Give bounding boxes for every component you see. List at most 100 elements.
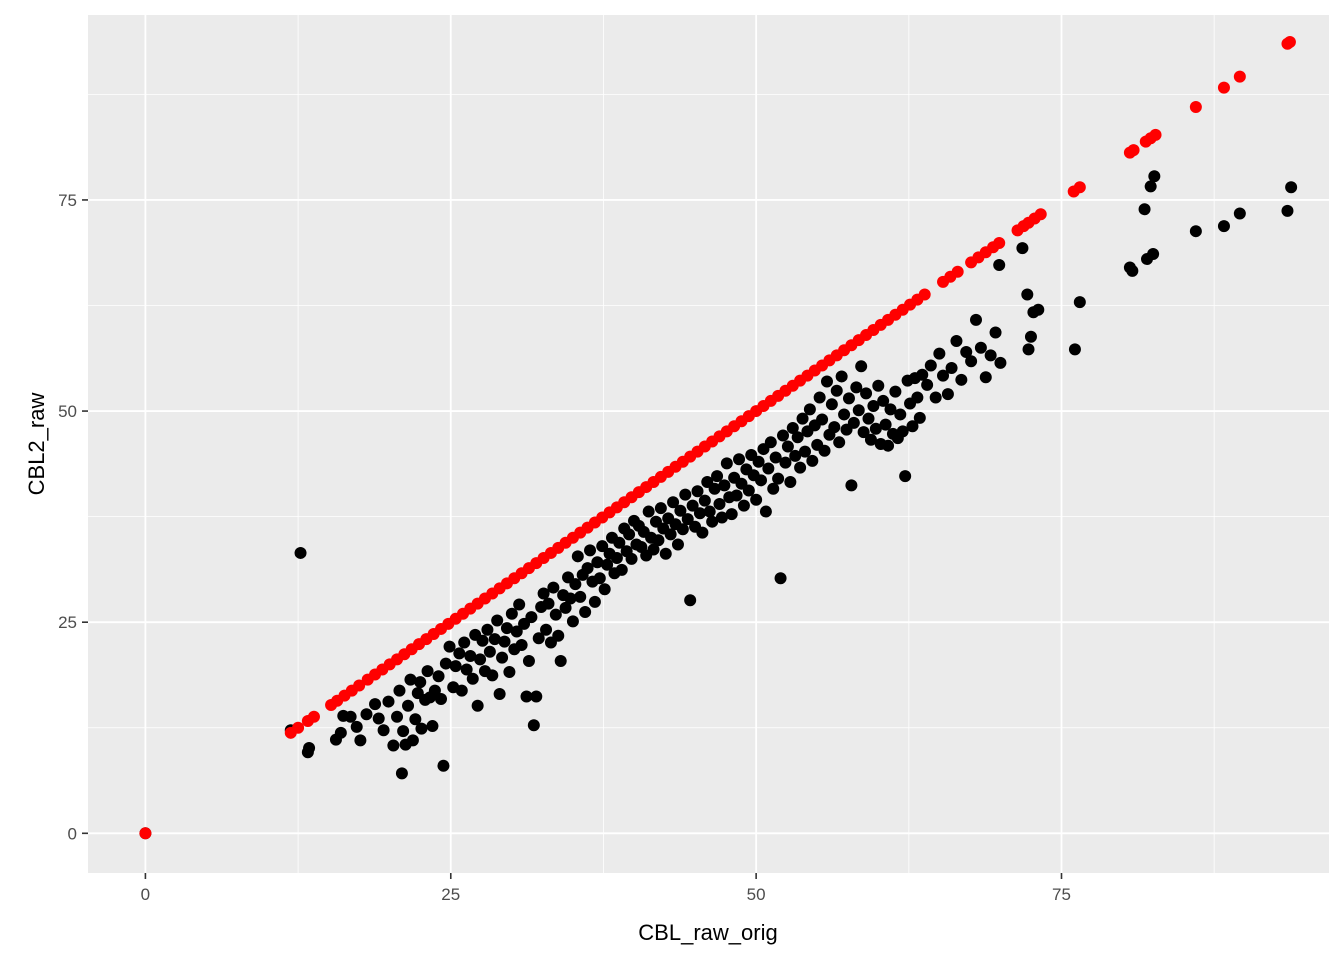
black-data-point <box>742 484 755 497</box>
black-data-point <box>850 381 863 394</box>
black-data-point <box>752 455 765 468</box>
black-data-point <box>593 572 606 585</box>
black-data-point <box>652 534 665 547</box>
black-data-point <box>720 457 733 470</box>
black-data-point <box>816 413 829 426</box>
black-data-point <box>869 422 882 435</box>
red-data-point <box>1233 70 1246 83</box>
black-data-point <box>791 431 804 444</box>
black-data-point <box>847 416 860 429</box>
black-data-point <box>965 355 978 368</box>
black-data-point <box>372 712 385 725</box>
black-data-point <box>437 759 450 772</box>
black-data-point <box>794 461 807 474</box>
black-data-point <box>877 394 890 407</box>
black-data-point <box>1189 225 1202 238</box>
black-data-point <box>476 634 489 647</box>
black-data-point <box>955 373 968 386</box>
black-data-point <box>882 439 895 452</box>
black-data-point <box>899 470 912 483</box>
black-data-point <box>803 403 816 416</box>
black-data-point <box>615 563 628 576</box>
black-data-point <box>505 607 518 620</box>
black-data-point <box>527 719 540 732</box>
black-data-point <box>654 502 667 515</box>
x-axis-tick-labels: 0 25 50 75 <box>141 885 1071 904</box>
black-data-point <box>974 341 987 354</box>
black-data-point <box>845 479 858 492</box>
black-data-point <box>830 384 843 397</box>
black-data-point <box>404 673 417 686</box>
y-axis-title: CBL2_raw <box>24 393 49 496</box>
black-data-point <box>397 725 410 738</box>
black-data-point <box>774 572 787 585</box>
black-data-point <box>294 546 307 559</box>
black-data-point <box>767 482 780 495</box>
black-data-point <box>415 722 428 735</box>
x-tick-label: 75 <box>1052 885 1071 904</box>
black-data-point <box>455 684 468 697</box>
y-tick-label: 0 <box>68 824 77 843</box>
black-data-point <box>453 647 466 660</box>
red-data-point <box>1189 101 1202 114</box>
black-data-point <box>591 556 604 569</box>
red-data-point <box>1073 181 1086 194</box>
black-data-point <box>493 687 506 700</box>
black-data-point <box>432 670 445 683</box>
black-data-point <box>391 710 404 723</box>
black-data-point <box>554 655 567 668</box>
black-data-point <box>525 611 538 624</box>
black-data-point <box>387 739 400 752</box>
black-data-point <box>360 708 373 721</box>
black-data-point <box>1148 170 1161 183</box>
black-data-point <box>667 496 680 509</box>
black-data-point <box>764 436 777 449</box>
black-data-point <box>1281 204 1294 217</box>
black-data-point <box>659 547 672 560</box>
black-data-point <box>884 403 897 416</box>
black-data-point <box>623 528 636 541</box>
black-data-point <box>532 632 545 645</box>
red-data-point <box>918 288 931 301</box>
black-data-point <box>426 720 439 733</box>
black-data-point <box>676 523 689 536</box>
red-data-point <box>1217 81 1230 94</box>
black-data-point <box>698 494 711 507</box>
black-data-point <box>377 724 390 737</box>
x-axis-title: CBL_raw_orig <box>638 920 777 945</box>
black-data-point <box>1217 220 1230 233</box>
black-data-point <box>906 420 919 433</box>
black-data-point <box>913 411 926 424</box>
black-data-point <box>579 606 592 619</box>
black-data-point <box>806 454 819 467</box>
black-data-point <box>820 375 833 388</box>
black-data-point <box>460 663 473 676</box>
black-data-point <box>937 369 950 382</box>
black-data-point <box>860 387 873 400</box>
black-data-point <box>762 462 775 475</box>
black-data-point <box>1138 203 1151 216</box>
black-data-point <box>879 418 892 431</box>
black-data-point <box>921 378 934 391</box>
black-data-point <box>772 472 785 485</box>
red-data-point <box>1127 144 1140 157</box>
black-data-point <box>581 562 594 575</box>
black-data-point <box>421 665 434 678</box>
black-data-point <box>725 508 738 521</box>
black-data-point <box>513 598 526 611</box>
black-data-point <box>813 391 826 404</box>
black-data-point <box>713 497 726 510</box>
black-data-point <box>458 636 471 649</box>
black-data-point <box>681 513 694 526</box>
black-data-point <box>503 666 516 679</box>
black-data-point <box>1144 180 1157 193</box>
y-tick-label: 75 <box>58 191 77 210</box>
black-data-point <box>984 349 997 362</box>
black-data-point <box>960 345 973 358</box>
x-tick-label: 0 <box>141 885 150 904</box>
black-data-point <box>872 379 885 392</box>
black-data-point <box>498 635 511 648</box>
black-data-point <box>439 657 452 670</box>
black-data-point <box>835 370 848 383</box>
black-data-point <box>864 433 877 446</box>
